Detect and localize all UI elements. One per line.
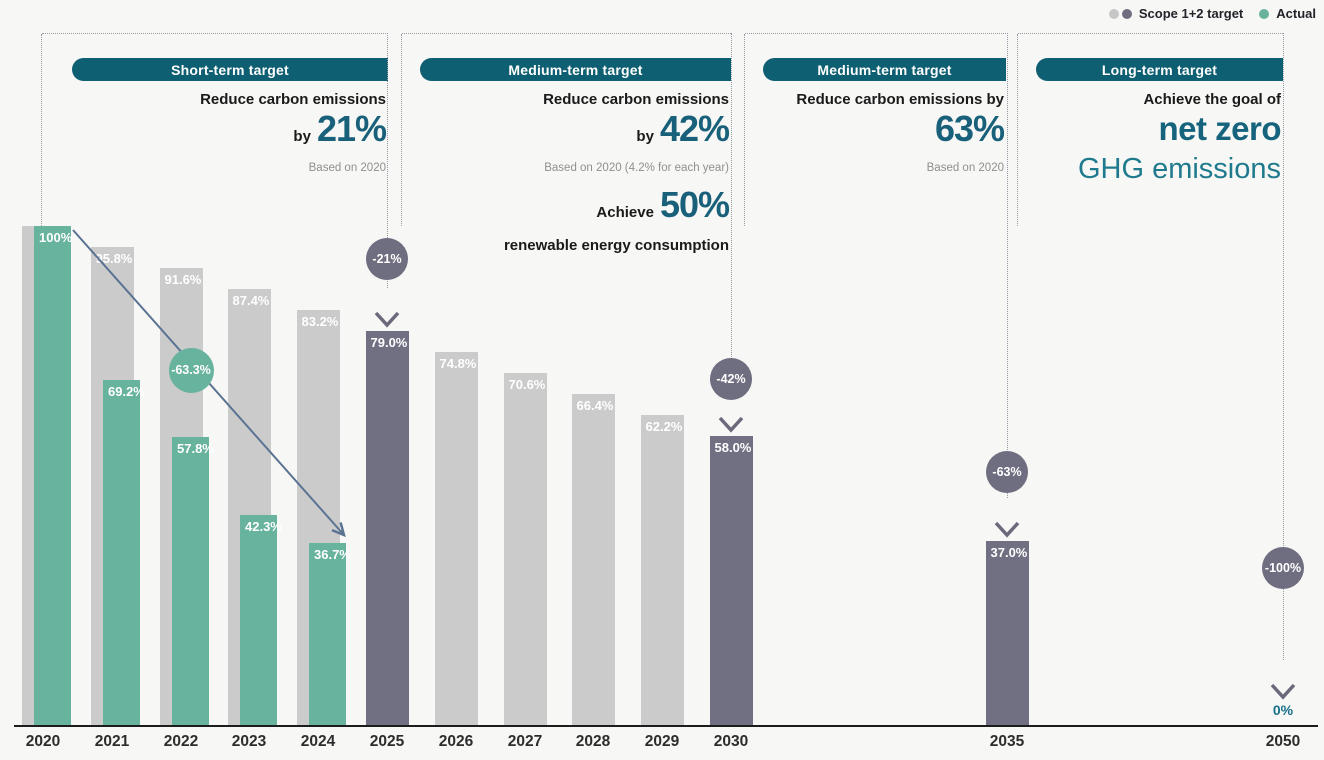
actual-bar-2024: 36.7%: [309, 542, 351, 726]
medium-term-target-section-2030: Medium-term target Reduce carbon emissio…: [401, 33, 731, 254]
target-note: Based on 2020: [926, 162, 1004, 174]
target-bar-value: 87.4%: [232, 293, 270, 308]
year-label-2020: 2020: [25, 733, 61, 750]
renewable-prefix: Achieve: [596, 204, 654, 221]
actual-bar-value: 42.3%: [245, 518, 282, 534]
x-axis-line: [14, 725, 1318, 727]
long-term-target-section: Long-term target Achieve the goal of net…: [1017, 33, 1283, 226]
target-percentage-line: 63%: [796, 108, 1005, 155]
renewable-target-line: Achieve 50%: [504, 184, 730, 231]
target-bar-value: 74.8%: [439, 356, 477, 371]
ghg-emissions-label: GHG emissions: [1077, 153, 1281, 185]
renewable-description: renewable energy consumption: [503, 237, 729, 254]
year-label-2024: 2024: [300, 733, 336, 750]
target-bar-value: 95.8%: [95, 251, 133, 266]
actual-bar-value: 100%: [39, 230, 73, 245]
actual-bar-value: 57.8%: [177, 441, 214, 456]
actual-bar-2021: 69.2%: [103, 380, 145, 726]
target-description: Reduce carbon emissions: [543, 91, 729, 108]
year-label-2023: 2023: [231, 733, 267, 750]
legend: Scope 1+2 target Actual: [1108, 6, 1316, 21]
target-bar-2026: 74.8%: [434, 352, 478, 726]
target-prefix: by: [293, 128, 311, 145]
section-header-pill: Long-term target: [1036, 58, 1283, 81]
section-text: Achieve the goal of net zero GHG emissio…: [1077, 90, 1282, 189]
target-prefix: by: [636, 128, 654, 145]
net-zero-label: net zero: [1158, 110, 1281, 147]
legend-actual-dot-icon: [1259, 8, 1270, 19]
arrow-chevron-icon: [1270, 683, 1296, 700]
short-term-target-section: Short-term target Reduce carbon emission…: [41, 33, 388, 226]
actual-reduction-circle: -63.3%: [168, 347, 214, 393]
reduction-circle: -42%: [710, 358, 752, 400]
target-bar-2025: 79.0%: [365, 331, 409, 726]
medium-term-target-section-2035: Medium-term target Reduce carbon emissio…: [744, 33, 1006, 226]
arrow-chevron-icon: [374, 311, 400, 328]
year-label-2021: 2021: [94, 733, 130, 750]
target-bar-value: 66.4%: [576, 398, 614, 413]
year-label-2035: 2035: [989, 733, 1025, 750]
target-bar-value: 91.6%: [164, 272, 202, 287]
actual-bar-2020: 100%: [34, 226, 73, 726]
target-guide-line: [387, 33, 388, 288]
target-bar-2028: 66.4%: [571, 394, 615, 726]
actual-bar-value: 69.2%: [108, 384, 145, 399]
target-bar-value: 37.0%: [990, 545, 1028, 560]
target-guide-line: [1007, 33, 1008, 498]
target-bar-2027: 70.6%: [503, 373, 547, 726]
target-bar-value: 79.0%: [370, 335, 408, 350]
target-bar-2029: 62.2%: [640, 415, 684, 726]
section-header-pill: Medium-term target: [420, 58, 731, 81]
arrow-chevron-icon: [994, 521, 1020, 538]
section-text: Reduce carbon emissions by 42% Based on 2…: [503, 90, 730, 255]
target-description: Reduce carbon emissions by: [796, 91, 1004, 108]
year-label-2025: 2025: [369, 733, 405, 750]
target-guide-line: [1283, 33, 1284, 660]
target-bar-value: 70.6%: [508, 377, 546, 392]
legend-target-light-dot-icon: [1108, 8, 1119, 19]
year-label-2026: 2026: [438, 733, 474, 750]
year-label-2030: 2030: [713, 733, 749, 750]
target-description: Achieve the goal of: [1143, 91, 1281, 108]
target-percentage: 63%: [934, 108, 1005, 149]
section-text: Reduce carbon emissions by 21% Based on 2…: [200, 90, 387, 175]
year-label-2029: 2029: [644, 733, 680, 750]
reduction-circle: -100%: [1262, 547, 1304, 589]
renewable-percentage: 50%: [659, 184, 730, 225]
section-header-pill: Medium-term target: [763, 58, 1006, 81]
actual-bar-value: 36.7%: [314, 546, 351, 562]
year-label-2027: 2027: [507, 733, 543, 750]
target-note: Based on 2020: [308, 162, 386, 174]
reduction-circle: -63%: [986, 451, 1028, 493]
target-bar-value: 62.2%: [645, 419, 683, 434]
year-label-2028: 2028: [575, 733, 611, 750]
legend-scope-label: Scope 1+2 target: [1138, 6, 1244, 21]
actual-bar-2022: 57.8%: [172, 437, 214, 726]
target-guide-line: [731, 33, 732, 393]
target-percentage: 42%: [659, 108, 730, 149]
section-text: Reduce carbon emissions by 63% Based on …: [796, 90, 1005, 175]
target-bar-2030: 58.0%: [709, 436, 753, 726]
target-description: Reduce carbon emissions: [200, 91, 386, 108]
arrow-chevron-icon: [718, 416, 744, 433]
target-bar-value: 83.2%: [301, 314, 339, 329]
year-label-2050: 2050: [1265, 733, 1301, 750]
target-bar-2035: 37.0%: [985, 541, 1029, 726]
year-label-2022: 2022: [163, 733, 199, 750]
arrow-chevron-icon: [331, 522, 346, 538]
target-bar-value: 58.0%: [714, 440, 752, 455]
section-header-pill: Short-term target: [72, 58, 388, 81]
target-percentage: 21%: [316, 108, 387, 149]
target-percentage-line: by 21%: [200, 108, 387, 155]
legend-actual-label: Actual: [1276, 6, 1316, 21]
legend-target-dark-dot-icon: [1121, 8, 1132, 19]
target-percentage-line: by 42%: [504, 108, 730, 155]
reduction-circle: -21%: [366, 238, 408, 280]
actual-bar-2023: 42.3%: [240, 514, 282, 726]
target-note: Based on 2020 (4.2% for each year): [544, 162, 729, 174]
final-value-label: 0%: [1272, 702, 1294, 718]
